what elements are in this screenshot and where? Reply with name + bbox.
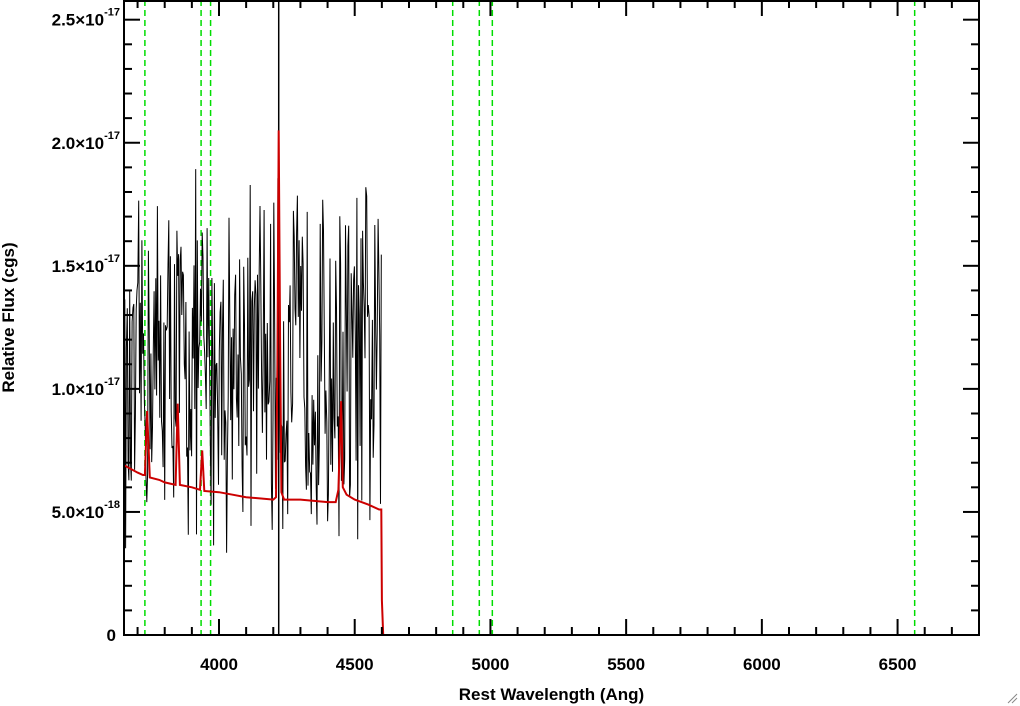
y-tick-label: 1.0×10-17 bbox=[52, 376, 120, 399]
y-tick-label: 0 bbox=[107, 626, 116, 645]
x-tick-label: 4000 bbox=[200, 655, 238, 674]
x-tick-label: 4500 bbox=[336, 655, 374, 674]
y-tick-label: 2.0×10-17 bbox=[52, 130, 120, 153]
emission-line-markers bbox=[144, 0, 916, 635]
y-tick-label: 1.5×10-17 bbox=[52, 253, 120, 276]
y-tick-label: 2.5×10-17 bbox=[52, 7, 120, 30]
series-layer bbox=[123, 130, 979, 636]
x-axis: 4000 4500 5000 5500 6000 6500 bbox=[136, 0, 980, 674]
y-axis: 0 5.0×10-18 1.0×10-17 1.5×10-17 2.0×10-17 2.5… bbox=[52, 7, 979, 645]
observed-spectrum-line bbox=[123, 169, 382, 553]
model-spectrum-line bbox=[123, 130, 979, 636]
y-tick-label: 5.0×10-18 bbox=[52, 499, 120, 522]
resize-grip-icon[interactable] bbox=[1006, 692, 1018, 704]
x-tick-label: 6000 bbox=[743, 655, 781, 674]
x-axis-title: Rest Wavelength (Ang) bbox=[459, 685, 644, 704]
x-tick-label: 5500 bbox=[607, 655, 645, 674]
y-axis-title: Relative Flux (cgs) bbox=[0, 242, 18, 392]
x-tick-label: 5000 bbox=[472, 655, 510, 674]
x-tick-label: 6500 bbox=[879, 655, 917, 674]
plot-frame bbox=[123, 0, 980, 636]
